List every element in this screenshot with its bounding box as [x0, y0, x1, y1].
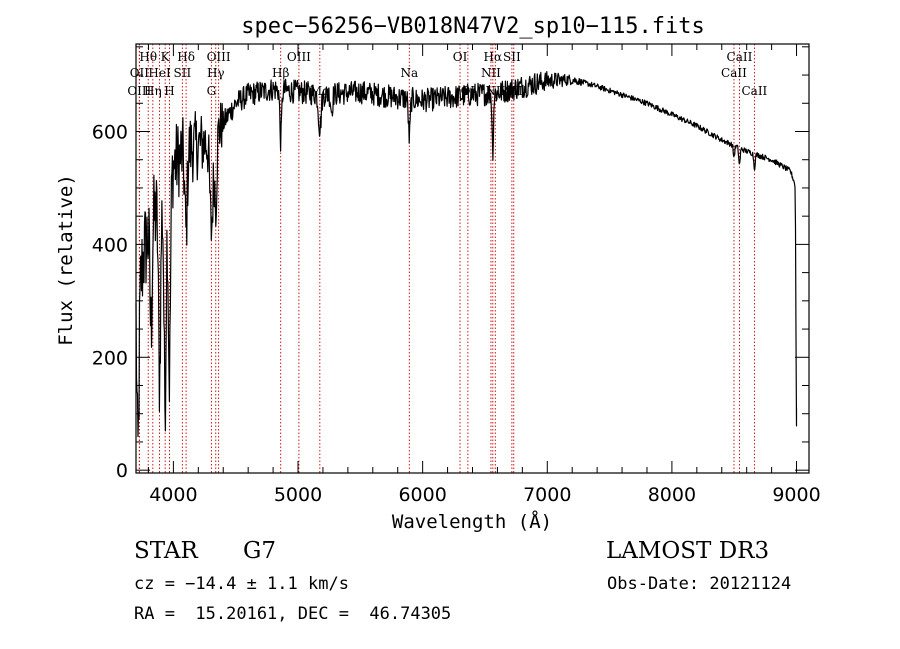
- subclass: G7: [243, 538, 277, 564]
- spectral-line-label: OII: [130, 66, 150, 80]
- x-tick-label: 9000: [772, 484, 820, 506]
- spectral-line-label: Hθ: [139, 50, 157, 64]
- spectral-line-label: Hα: [484, 50, 503, 64]
- spectral-line-label: Hγ: [207, 66, 225, 80]
- axis-ticks: [136, 44, 809, 473]
- spectral-line-label: CaII: [721, 66, 747, 80]
- observation-date: Obs-Date: 20121124: [607, 574, 792, 594]
- spectral-line-label: Hη: [144, 84, 162, 98]
- spectral-line-markers: [138, 44, 755, 473]
- spectral-line-label: OIII: [127, 84, 151, 98]
- spectral-line-label: K: [161, 50, 171, 64]
- survey-name: LAMOST DR3: [606, 538, 770, 564]
- y-tick-label: 400: [92, 234, 128, 256]
- x-tick-label: 4000: [149, 484, 197, 506]
- redshift-value: cz = −14.4 ± 1.1 km/s: [134, 574, 349, 594]
- x-tick-label: 7000: [523, 484, 571, 506]
- spectral-line-label: NII: [481, 66, 501, 80]
- chart-title: spec−56256−VB018N47V2_sp10−115.fits: [241, 14, 705, 39]
- spectral-line-label: G: [207, 84, 217, 98]
- spectral-line-label: HeI: [148, 66, 171, 80]
- spectral-line-label: Hδ: [177, 50, 195, 64]
- x-tick-label: 8000: [648, 484, 696, 506]
- spectral-line-label: OIII: [207, 50, 231, 64]
- spectral-line-label: H: [164, 84, 174, 98]
- plot-frame: [135, 43, 810, 474]
- x-axis-label: Wavelength (Å): [392, 510, 552, 533]
- axis-tick-labels: 4000 5000 6000 7000 8000 9000 0 200 400 600: [92, 121, 821, 506]
- spectral-line-label: OI: [453, 50, 468, 64]
- spectral-line-label: SII: [503, 50, 521, 64]
- y-tick-label: 200: [92, 347, 128, 369]
- spectral-line-label: OIII: [287, 50, 311, 64]
- spectral-line-label: Hβ: [272, 66, 289, 80]
- object-type: STAR: [134, 538, 198, 564]
- x-tick-label: 5000: [274, 484, 322, 506]
- coordinates: RA = 15.20161, DEC = 46.74305: [134, 604, 452, 624]
- y-axis-label: Flux (relative): [55, 174, 77, 346]
- spectral-line-label: SII: [174, 66, 192, 80]
- spectrum-line: [135, 71, 798, 438]
- y-tick-label: 0: [116, 460, 128, 482]
- spectral-line-label: Na: [400, 66, 418, 80]
- spectral-line-label: CaII: [741, 84, 767, 98]
- x-tick-label: 6000: [398, 484, 446, 506]
- spectral-line-labels: HθHηOIIOIIIHeIKHSIIHδGHγOIIIHβOIIIMgNaOI…: [127, 50, 767, 98]
- spectral-line-label: CaII: [727, 50, 753, 64]
- y-tick-label: 600: [92, 121, 128, 143]
